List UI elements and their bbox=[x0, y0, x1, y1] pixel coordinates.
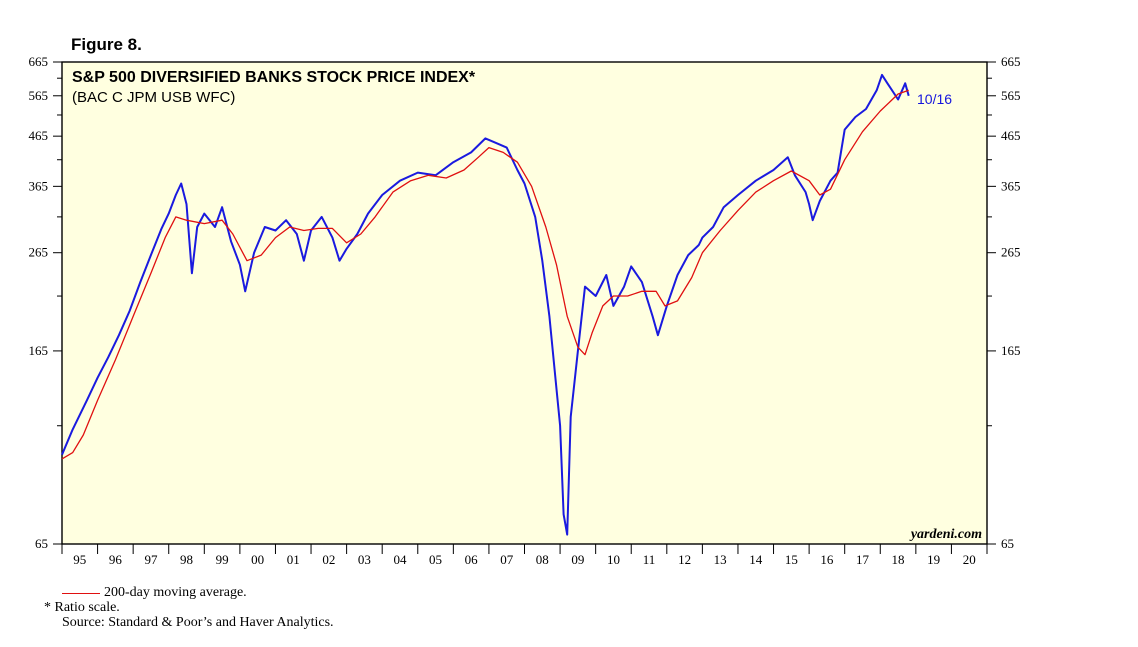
x-tick-label: 02 bbox=[322, 552, 335, 567]
x-tick-label: 12 bbox=[678, 552, 691, 567]
footnote-ratio-scale: * Ratio scale. bbox=[44, 600, 120, 615]
series-line-index bbox=[61, 73, 910, 536]
x-tick-label: 13 bbox=[714, 552, 727, 567]
series-layer bbox=[61, 73, 910, 536]
x-tick-label: 09 bbox=[571, 552, 584, 567]
y-tick-label-left: 265 bbox=[29, 245, 49, 260]
x-tick-label: 97 bbox=[144, 552, 158, 567]
x-tick-label: 10 bbox=[607, 552, 620, 567]
series-line-moving-average bbox=[61, 89, 909, 460]
y-tick-label-right: 365 bbox=[1001, 178, 1021, 193]
legend-label-ma: 200-day moving average. bbox=[104, 585, 247, 600]
x-tick-label: 96 bbox=[109, 552, 123, 567]
x-tick-label: 05 bbox=[429, 552, 442, 567]
last-date-label: 10/16 bbox=[917, 91, 952, 107]
y-tick-label-left: 465 bbox=[29, 128, 49, 143]
x-tick-label: 01 bbox=[287, 552, 300, 567]
x-tick-label: 99 bbox=[216, 552, 229, 567]
y-tick-label-left: 165 bbox=[29, 343, 49, 358]
x-tick-label: 95 bbox=[73, 552, 86, 567]
x-tick-label: 16 bbox=[820, 552, 834, 567]
y-tick-label-right: 265 bbox=[1001, 245, 1021, 260]
y-tick-label-left: 365 bbox=[29, 178, 49, 193]
x-tick-label: 20 bbox=[963, 552, 976, 567]
y-tick-label-right: 665 bbox=[1001, 54, 1021, 69]
x-tick-label: 07 bbox=[500, 552, 514, 567]
x-tick-label: 19 bbox=[927, 552, 940, 567]
source-note: Source: Standard & Poor’s and Haver Anal… bbox=[62, 615, 334, 630]
x-tick-label: 17 bbox=[856, 552, 870, 567]
x-tick-label: 98 bbox=[180, 552, 193, 567]
watermark: yardeni.com bbox=[909, 527, 982, 542]
plot-background bbox=[61, 61, 988, 545]
x-tick-label: 03 bbox=[358, 552, 371, 567]
x-tick-label: 11 bbox=[643, 552, 656, 567]
y-tick-label-right: 465 bbox=[1001, 128, 1021, 143]
y-tick-label-right: 165 bbox=[1001, 343, 1021, 358]
x-tick-label: 14 bbox=[749, 552, 763, 567]
y-tick-label-left: 65 bbox=[35, 536, 48, 551]
y-tick-label-right: 65 bbox=[1001, 536, 1014, 551]
x-tick-label: 06 bbox=[465, 552, 479, 567]
x-tick-label: 18 bbox=[892, 552, 905, 567]
chart-title: S&P 500 DIVERSIFIED BANKS STOCK PRICE IN… bbox=[72, 69, 476, 86]
figure-label: Figure 8. bbox=[71, 35, 142, 54]
y-tick-label-left: 565 bbox=[29, 88, 49, 103]
legend-swatch-ma bbox=[62, 593, 100, 594]
y-axes: 65 65 165 165 265 265 365 365 465 465 565 565 665 665 bbox=[29, 54, 1021, 551]
chart-subtitle: (BAC C JPM USB WFC) bbox=[72, 89, 235, 106]
x-axis: 95 96 97 98 99 00 01 02 03 04 05 06 07 08 09 10 11 12 13 14… bbox=[61, 544, 988, 567]
y-tick-label-left: 665 bbox=[29, 54, 49, 69]
y-tick-label-right: 565 bbox=[1001, 88, 1021, 103]
x-tick-label: 00 bbox=[251, 552, 264, 567]
x-tick-label: 15 bbox=[785, 552, 798, 567]
x-tick-label: 08 bbox=[536, 552, 549, 567]
x-tick-label: 04 bbox=[393, 552, 407, 567]
